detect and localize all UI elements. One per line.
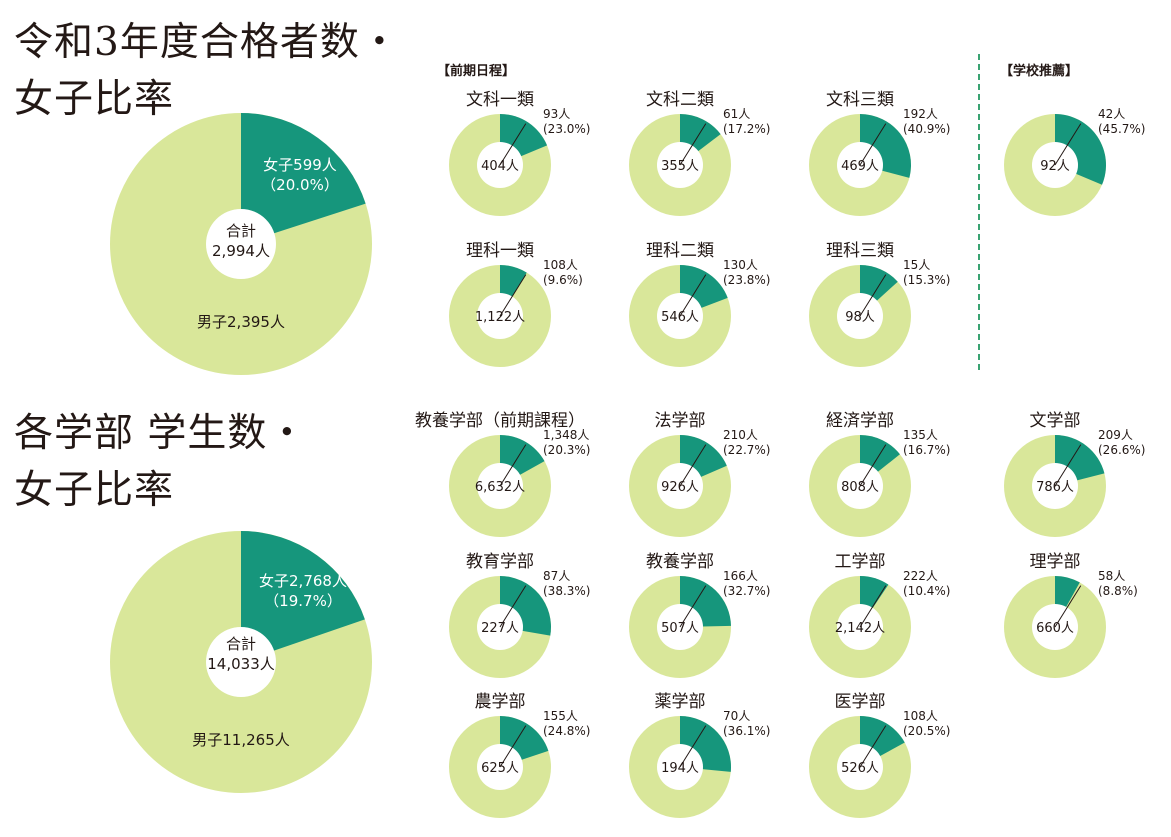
donut-title: 文科二類 (646, 90, 714, 110)
donut-title: 工学部 (835, 552, 886, 572)
donut-male-count: 660人 (1036, 621, 1074, 636)
donut-male-count: 92人 (1040, 159, 1070, 174)
donut-title: 経済学部 (826, 411, 894, 431)
donut-leader-line (679, 444, 707, 487)
total-female-slice (241, 531, 365, 662)
donut-leader-line (679, 725, 707, 768)
donut-male-count: 1,122人 (475, 310, 525, 325)
total-center-hole (206, 209, 276, 279)
donut-female-label: 108人(20.5%) (903, 709, 950, 738)
donut-title: 農学部 (475, 692, 526, 712)
donut-title: 教養学部 (646, 552, 714, 572)
donut-leader-line (679, 123, 707, 166)
entrants-section-title: 令和3年度合格者数・ 女子比率 (14, 20, 400, 122)
donut-female-label: 1,348人(20.3%) (543, 428, 590, 457)
donut-leader-line (859, 444, 887, 487)
school-recommendation-label: 【学校推薦】 (1000, 64, 1079, 79)
donut-title: 医学部 (835, 692, 886, 712)
total-female-label: 女子2,768人（19.7%） (259, 572, 347, 610)
donut-male-count: 227人 (481, 621, 519, 636)
donut-leader-line (859, 585, 887, 628)
donut-female-label: 192人(40.9%) (903, 107, 950, 136)
early-schedule-label: 【前期日程】 (437, 64, 516, 79)
donut-female-label: 15人(15.3%) (903, 258, 950, 287)
donut-leader-line (499, 725, 527, 768)
donut-leader-line (679, 585, 707, 628)
donut-title: 薬学部 (655, 692, 706, 712)
donut-title: 文科三類 (826, 90, 894, 110)
donut-male-count: 98人 (845, 310, 875, 325)
donut-title: 教育学部 (466, 552, 534, 572)
donut-title: 理科一類 (466, 241, 534, 261)
donut-leader-line (1054, 444, 1082, 487)
total-center-label: 合計 2,994人 (212, 222, 270, 260)
donut-female-label: 87人(38.3%) (543, 569, 590, 598)
donut-leader-line (499, 585, 527, 628)
donut-female-label: 70人(36.1%) (723, 709, 770, 738)
donut-title: 文科一類 (466, 90, 534, 110)
donut-female-label: 130人(23.8%) (723, 258, 770, 287)
donut-female-label: 166人(32.7%) (723, 569, 770, 598)
donut-title: 理科二類 (646, 241, 714, 261)
section-divider (978, 54, 980, 370)
donut-male-count: 469人 (841, 159, 879, 174)
donut-male-count: 526人 (841, 761, 879, 776)
donut-male-count: 546人 (661, 310, 699, 325)
donut-leader-line (1054, 585, 1082, 628)
donut-leader-line (859, 123, 887, 166)
donut-leader-line (499, 444, 527, 487)
donut-male-count: 625人 (481, 761, 519, 776)
donut-female-label: 210人(22.7%) (723, 428, 770, 457)
total-male-label: 男子11,265人 (192, 731, 290, 749)
donut-title: 文学部 (1030, 411, 1081, 431)
donut-title: 理科三類 (826, 241, 894, 261)
donut-leader-line (499, 274, 527, 317)
total-female-slice (241, 113, 366, 244)
donut-female-label: 222人(10.4%) (903, 569, 950, 598)
donut-female-label: 42人(45.7%) (1098, 107, 1145, 136)
donut-female-label: 108人(9.6%) (543, 258, 583, 287)
donut-title: 法学部 (655, 411, 706, 431)
total-center-label: 合計 14,033人 (207, 635, 275, 673)
faculties-section-title: 各学部 学生数・ 女子比率 (14, 411, 308, 513)
donut-leader-line (1054, 123, 1082, 166)
donut-male-count: 6,632人 (475, 480, 525, 495)
donut-leader-line (859, 274, 887, 317)
donut-male-count: 2,142人 (835, 621, 885, 636)
total-female-label: 女子599人（20.0%） (261, 156, 339, 194)
donut-title: 教養学部（前期課程） (415, 411, 585, 431)
donut-male-count: 926人 (661, 480, 699, 495)
donut-leader-line (679, 274, 707, 317)
donut-leader-line (859, 725, 887, 768)
donut-male-count: 194人 (661, 761, 699, 776)
donut-male-count: 355人 (661, 159, 699, 174)
donut-female-label: 209人(26.6%) (1098, 428, 1145, 457)
donut-female-label: 61人(17.2%) (723, 107, 770, 136)
donut-female-label: 93人(23.0%) (543, 107, 590, 136)
donut-female-label: 135人(16.7%) (903, 428, 950, 457)
donut-male-count: 786人 (1036, 480, 1074, 495)
total-center-hole (206, 627, 276, 697)
donut-leader-line (499, 123, 527, 166)
donut-male-count: 404人 (481, 159, 519, 174)
donut-male-count: 507人 (661, 621, 699, 636)
donut-male-count: 808人 (841, 480, 879, 495)
donut-female-label: 155人(24.8%) (543, 709, 590, 738)
total-male-label: 男子2,395人 (197, 313, 285, 331)
donut-female-label: 58人(8.8%) (1098, 569, 1138, 598)
donut-title: 理学部 (1030, 552, 1081, 572)
